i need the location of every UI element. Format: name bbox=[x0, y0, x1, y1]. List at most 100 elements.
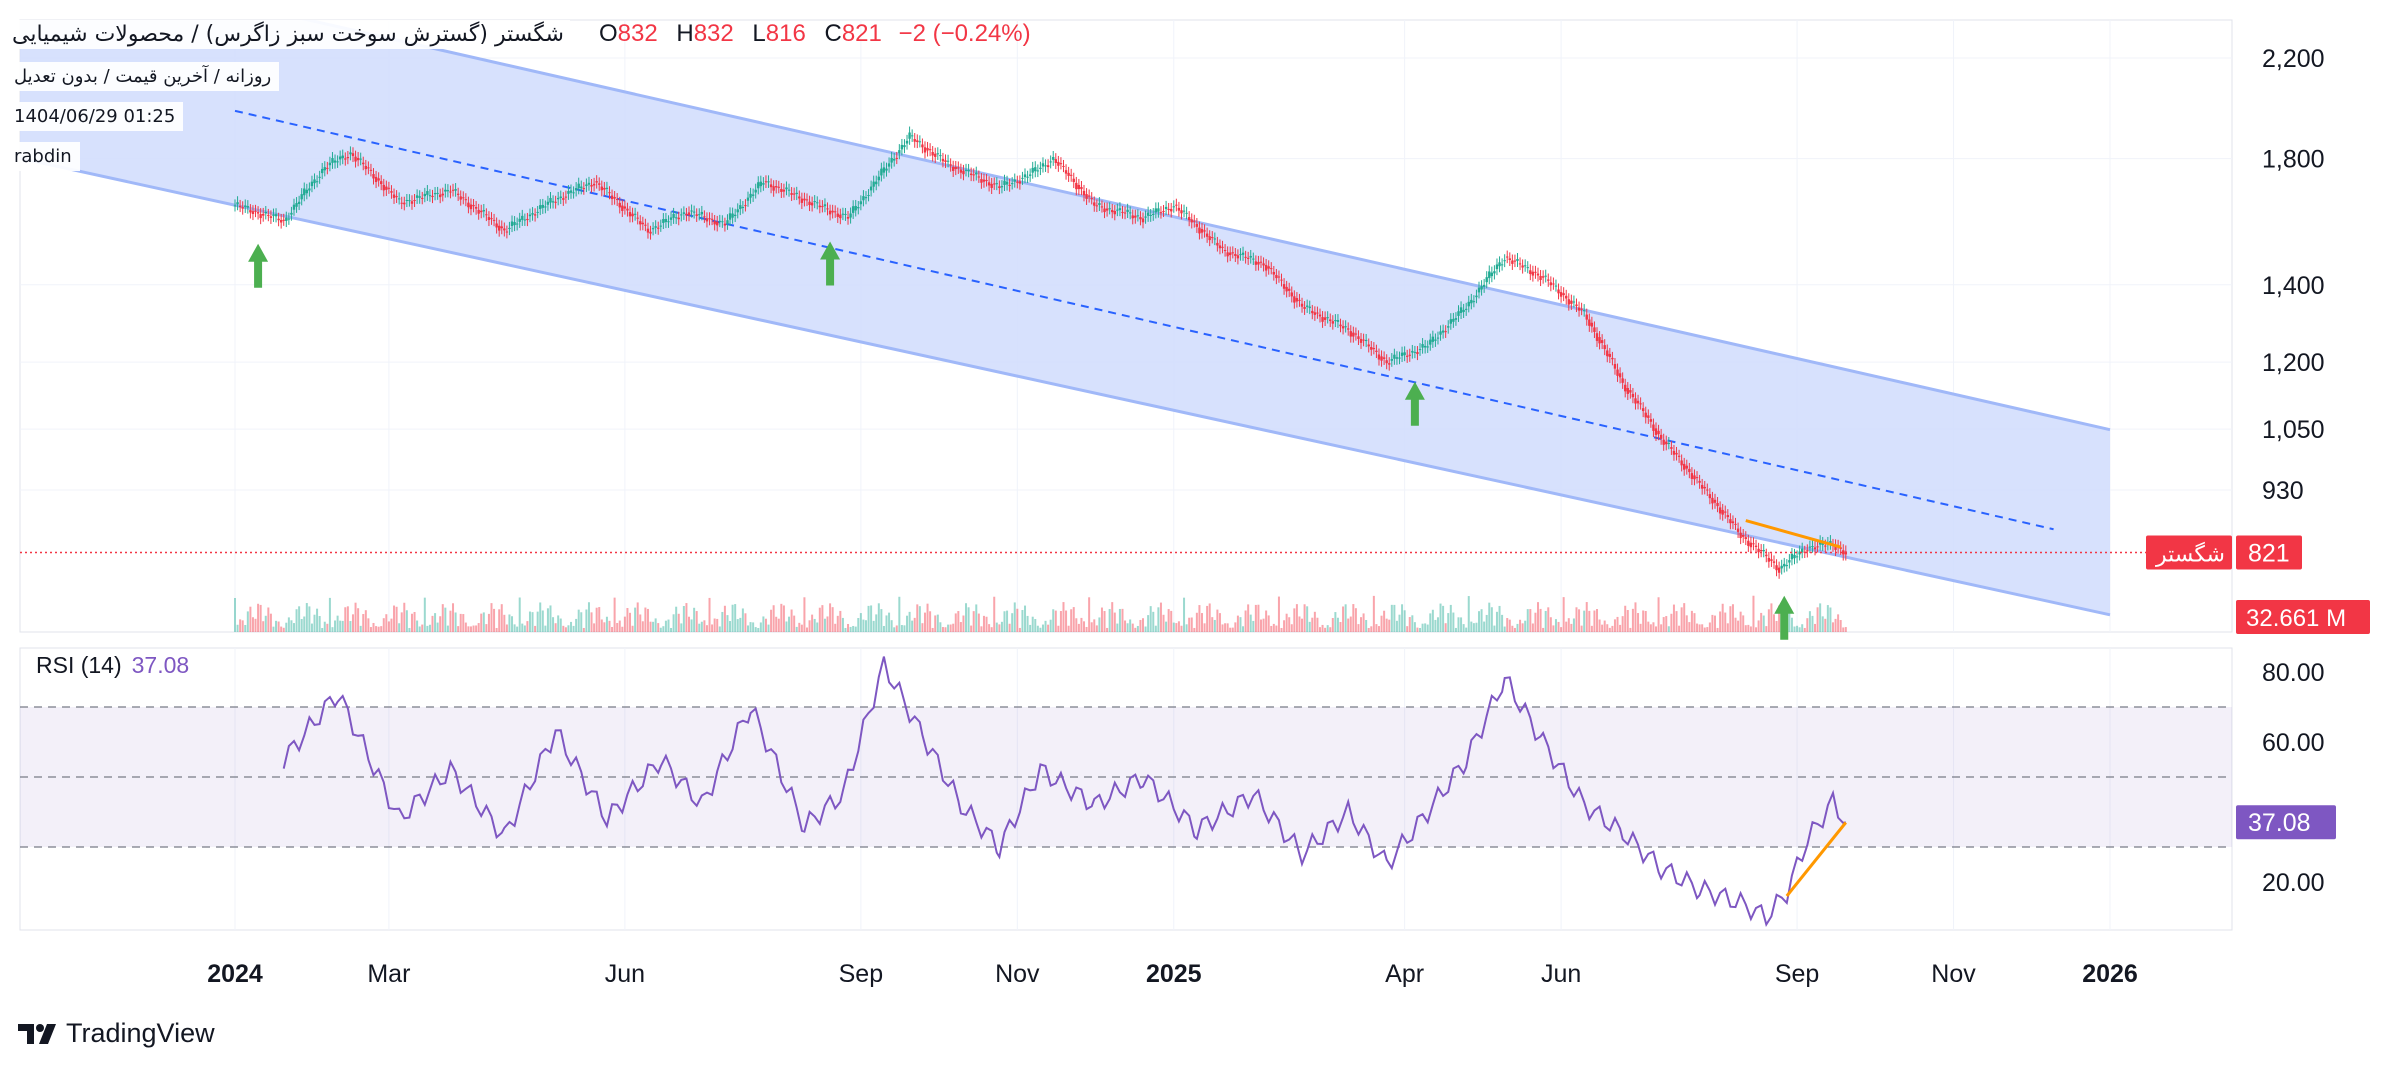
volume-bar bbox=[1716, 627, 1719, 632]
volume-bar bbox=[644, 607, 647, 632]
volume-bar bbox=[1531, 623, 1534, 632]
candle-body bbox=[585, 184, 588, 187]
time-axis-label: Jun bbox=[605, 960, 645, 988]
candle-body bbox=[1672, 450, 1676, 455]
volume-bar bbox=[1165, 621, 1168, 632]
volume-bar bbox=[1041, 624, 1044, 632]
candle-body bbox=[1413, 351, 1417, 353]
candle-body bbox=[628, 212, 632, 217]
volume-bar bbox=[590, 612, 593, 632]
candle-body bbox=[1329, 319, 1332, 322]
candle-body bbox=[1513, 260, 1517, 262]
candle-body bbox=[1226, 252, 1229, 257]
candle-body bbox=[1529, 270, 1532, 275]
volume-bar bbox=[1121, 608, 1124, 632]
volume-bar bbox=[608, 620, 611, 632]
candle-body bbox=[1034, 167, 1037, 172]
volume-bar bbox=[1524, 620, 1527, 632]
candle-body bbox=[326, 167, 329, 169]
candle-body bbox=[980, 179, 983, 183]
candle-body bbox=[787, 189, 791, 191]
volume-bar bbox=[277, 621, 280, 632]
volume-bar bbox=[836, 615, 839, 632]
volume-bar bbox=[318, 616, 321, 632]
volume-bar bbox=[577, 609, 580, 632]
candle-body bbox=[605, 187, 609, 189]
last-price-tag bbox=[2236, 535, 2302, 570]
candle-body bbox=[918, 141, 922, 143]
volume-bar bbox=[1000, 621, 1003, 632]
volume-bar bbox=[1036, 625, 1039, 632]
volume-bar bbox=[1365, 620, 1368, 632]
volume-bar bbox=[875, 614, 878, 632]
volume-bar bbox=[1796, 625, 1799, 632]
volume-bar bbox=[1567, 618, 1570, 632]
candle-body bbox=[1680, 460, 1683, 466]
volume-bar bbox=[372, 622, 375, 632]
candle-body bbox=[1347, 328, 1350, 330]
candle-body bbox=[1503, 260, 1506, 262]
volume-bar bbox=[847, 623, 850, 632]
volume-bar bbox=[1588, 610, 1591, 632]
candle-body bbox=[1588, 319, 1591, 326]
candle-body bbox=[454, 189, 457, 191]
volume-bar bbox=[1401, 604, 1404, 632]
volume-bar bbox=[906, 615, 909, 632]
volume-bar bbox=[1406, 626, 1409, 632]
tradingview-logo[interactable]: TradingView bbox=[18, 1018, 215, 1049]
candle-body bbox=[736, 209, 739, 213]
volume-bar bbox=[1185, 624, 1188, 632]
candle-body bbox=[1606, 350, 1609, 357]
volume-bar bbox=[1724, 612, 1727, 632]
support-arrow-icon bbox=[1774, 595, 1795, 640]
ohlc-open: 832 bbox=[617, 20, 658, 47]
candle-body bbox=[1241, 252, 1245, 255]
volume-bar bbox=[611, 626, 614, 632]
volume-bar bbox=[947, 624, 950, 632]
candle-body bbox=[446, 190, 450, 192]
volume-bar bbox=[1106, 627, 1109, 632]
candle-body bbox=[826, 208, 829, 210]
candle-body bbox=[1041, 163, 1045, 167]
candle-body bbox=[1718, 507, 1722, 514]
rsi-value-tag-label: 37.08 bbox=[2248, 809, 2311, 837]
rsi-value-tag bbox=[2236, 805, 2336, 840]
volume-bar bbox=[1288, 617, 1291, 632]
volume-bar bbox=[287, 617, 290, 632]
volume-bar bbox=[685, 603, 688, 632]
volume-bar bbox=[1519, 619, 1522, 632]
candle-body bbox=[1508, 258, 1511, 260]
volume-bar bbox=[1426, 624, 1429, 632]
volume-bar bbox=[857, 618, 860, 632]
candle-body bbox=[1706, 489, 1709, 491]
candle-body bbox=[890, 157, 893, 163]
volume-bar bbox=[1175, 623, 1178, 632]
volume-bar bbox=[849, 626, 852, 632]
volume-bar bbox=[677, 613, 680, 632]
candles-group bbox=[233, 126, 1848, 579]
volume-bar bbox=[977, 613, 980, 632]
volume-bar bbox=[1765, 626, 1768, 632]
volume-bar bbox=[410, 613, 413, 632]
volume-bar bbox=[1526, 609, 1529, 632]
candle-body bbox=[639, 221, 642, 225]
volume-bar bbox=[339, 620, 342, 632]
symbol-tag-label: شگستر bbox=[2155, 542, 2225, 568]
volume-bar bbox=[439, 616, 442, 632]
volume-bar bbox=[729, 621, 732, 632]
volume-bar bbox=[1329, 627, 1332, 632]
volume-bar bbox=[852, 625, 855, 632]
candle-body bbox=[844, 213, 847, 215]
volume-bar bbox=[854, 626, 857, 632]
candle-body bbox=[1087, 195, 1091, 197]
volume-bar bbox=[1254, 604, 1257, 632]
volume-bar bbox=[1744, 625, 1747, 632]
candle-body bbox=[1282, 284, 1286, 289]
candle-body bbox=[998, 186, 1001, 189]
candle-body bbox=[1116, 209, 1119, 211]
candle-body bbox=[338, 156, 342, 160]
chart-subtitle: روزانه / آخرین قیمت / بدون تعدیل bbox=[6, 62, 280, 91]
candle-body bbox=[1534, 271, 1537, 273]
candle-body bbox=[1146, 212, 1150, 216]
